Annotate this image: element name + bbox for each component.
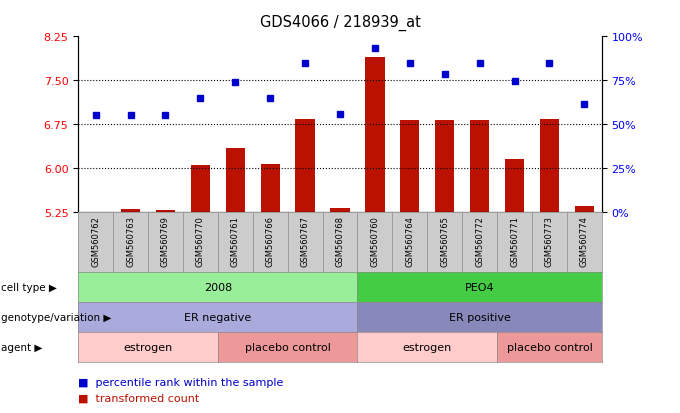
Text: placebo control: placebo control bbox=[245, 342, 330, 352]
Bar bbox=[226, 148, 245, 213]
Text: GSM560774: GSM560774 bbox=[580, 216, 589, 266]
Bar bbox=[121, 210, 140, 213]
Bar bbox=[191, 166, 210, 213]
Bar bbox=[435, 121, 454, 213]
Text: GSM560767: GSM560767 bbox=[301, 216, 309, 266]
Bar bbox=[156, 211, 175, 213]
Text: estrogen: estrogen bbox=[403, 342, 452, 352]
Text: estrogen: estrogen bbox=[123, 342, 173, 352]
Text: ■  transformed count: ■ transformed count bbox=[78, 393, 199, 403]
Text: ■  percentile rank within the sample: ■ percentile rank within the sample bbox=[78, 377, 284, 387]
Text: ER positive: ER positive bbox=[449, 312, 511, 322]
Text: ER negative: ER negative bbox=[184, 312, 252, 322]
Bar bbox=[260, 164, 279, 213]
Text: GSM560764: GSM560764 bbox=[405, 216, 414, 266]
Text: GSM560765: GSM560765 bbox=[440, 216, 449, 266]
Bar bbox=[330, 209, 350, 213]
Text: GSM560762: GSM560762 bbox=[91, 216, 100, 266]
Text: GSM560761: GSM560761 bbox=[231, 216, 240, 266]
Text: GSM560768: GSM560768 bbox=[335, 216, 345, 266]
Text: cell type ▶: cell type ▶ bbox=[1, 282, 57, 292]
Text: GSM560760: GSM560760 bbox=[371, 216, 379, 266]
Bar bbox=[86, 212, 105, 213]
Bar bbox=[296, 120, 315, 213]
Text: agent ▶: agent ▶ bbox=[1, 342, 43, 352]
Bar bbox=[365, 58, 384, 213]
Text: GSM560771: GSM560771 bbox=[510, 216, 519, 266]
Text: GSM560766: GSM560766 bbox=[266, 216, 275, 266]
Bar bbox=[540, 120, 559, 213]
Text: GSM560763: GSM560763 bbox=[126, 216, 135, 266]
Bar bbox=[470, 121, 489, 213]
Text: PEO4: PEO4 bbox=[465, 282, 494, 292]
Text: GSM560772: GSM560772 bbox=[475, 216, 484, 266]
Text: GSM560769: GSM560769 bbox=[161, 216, 170, 266]
Text: genotype/variation ▶: genotype/variation ▶ bbox=[1, 312, 112, 322]
Bar bbox=[505, 160, 524, 213]
Bar bbox=[575, 207, 594, 213]
Bar bbox=[401, 121, 420, 213]
Text: GDS4066 / 218939_at: GDS4066 / 218939_at bbox=[260, 14, 420, 31]
Text: GSM560773: GSM560773 bbox=[545, 216, 554, 266]
Text: 2008: 2008 bbox=[204, 282, 232, 292]
Text: placebo control: placebo control bbox=[507, 342, 592, 352]
Text: GSM560770: GSM560770 bbox=[196, 216, 205, 266]
